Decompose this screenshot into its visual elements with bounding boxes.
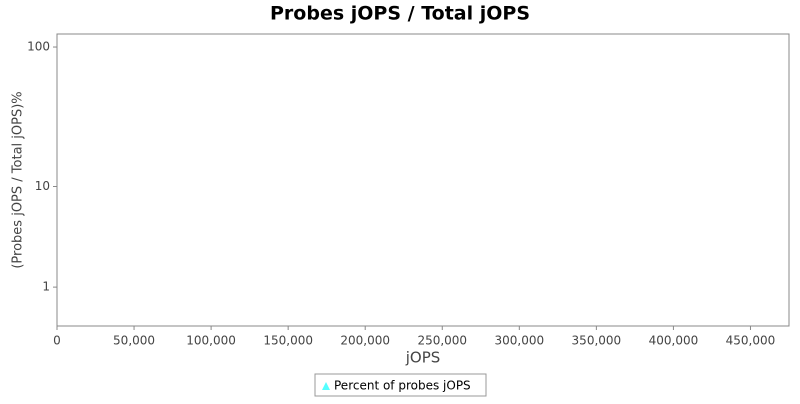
x-tick-label: 350,000 [572, 334, 622, 348]
x-tick-label: 300,000 [495, 334, 545, 348]
chart-title: Probes jOPS / Total jOPS [270, 3, 530, 25]
x-tick-label: 50,000 [113, 334, 155, 348]
x-tick-label: 400,000 [649, 334, 699, 348]
y-axis-label: (Probes jOPS / Total jOPS)% [11, 91, 26, 268]
x-axis-label: jOPS [405, 349, 441, 367]
x-tick-label: 450,000 [726, 334, 776, 348]
legend-label: Percent of probes jOPS [334, 379, 471, 393]
x-tick-label: 200,000 [340, 334, 390, 348]
x-tick-label: 150,000 [263, 334, 313, 348]
y-tick-label: 10 [35, 179, 50, 193]
x-tick-label: 250,000 [417, 334, 467, 348]
legend-swatch [322, 382, 330, 390]
y-tick-label: 100 [27, 40, 50, 54]
plot-area [56, 33, 790, 327]
y-tick-label: 1 [42, 280, 50, 294]
x-tick-label: 100,000 [186, 334, 236, 348]
x-tick-label: 0 [53, 334, 61, 348]
legend [314, 373, 487, 397]
